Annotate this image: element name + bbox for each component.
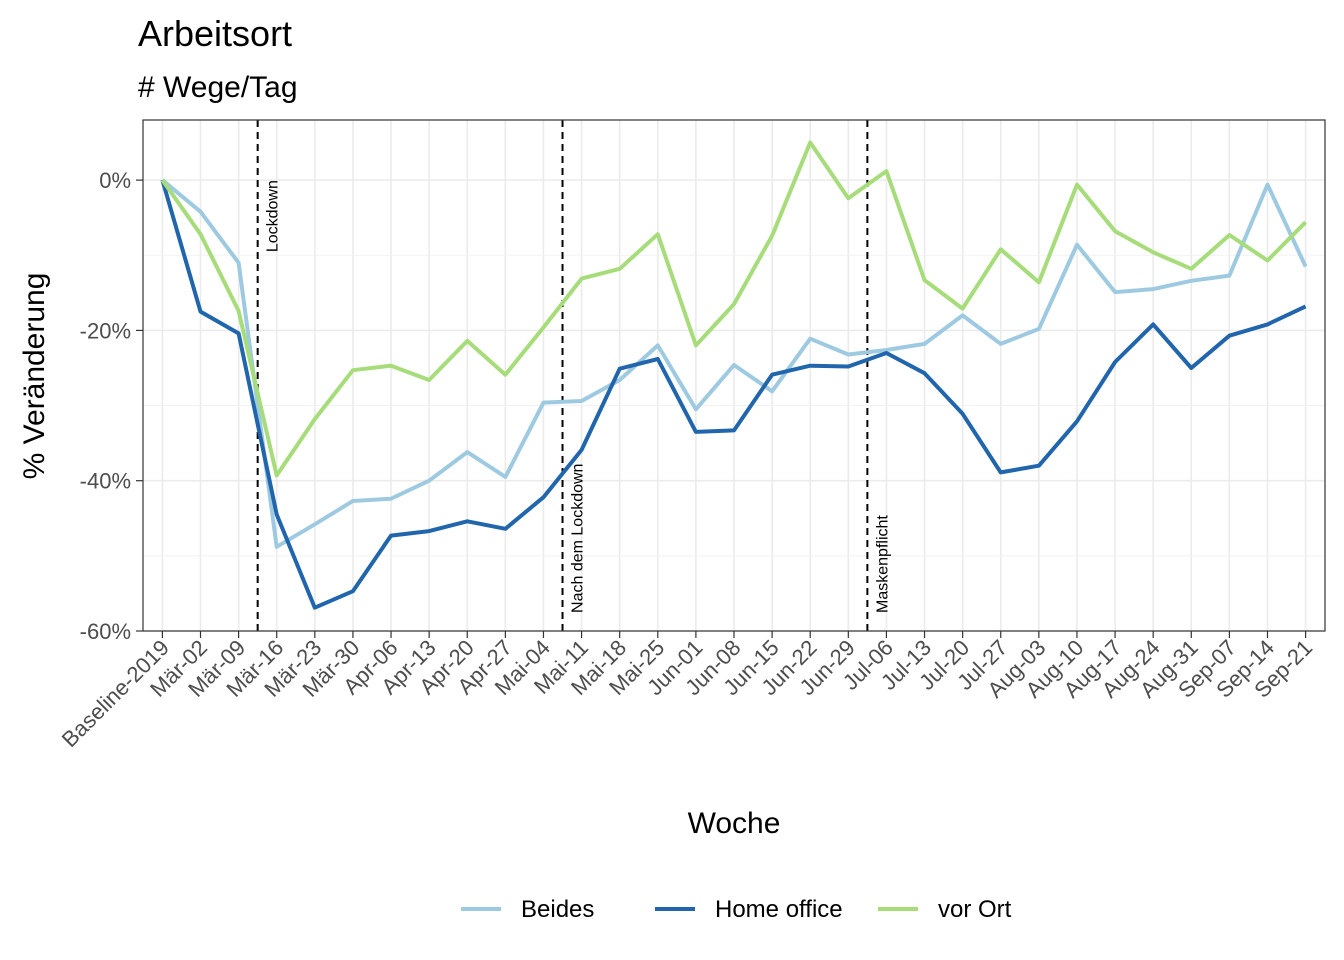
event-markers: Lockdown Nach dem Lockdown Maskenpflicht — [256, 120, 891, 631]
event-label: Lockdown — [265, 180, 282, 252]
series-line — [160, 140, 1308, 478]
y-tick-label: -20% — [80, 318, 131, 343]
series-line — [160, 179, 1307, 610]
series-lines — [160, 140, 1308, 610]
legend-label: Home office — [715, 896, 843, 923]
y-axis-title: % Veränderung — [18, 273, 51, 480]
chart-subtitle: # Wege/Tag — [138, 71, 298, 104]
series-line — [161, 178, 1308, 549]
legend: Beides Home office vor Ort — [461, 896, 1012, 923]
y-tick-label: 0% — [99, 168, 131, 193]
y-axis: 0% -20% -40% -60% — [80, 168, 143, 644]
y-tick-label: -60% — [80, 619, 131, 644]
gridlines — [143, 120, 1325, 632]
x-axis: Baseline-2019Mär-02Mär-09Mär-16Mär-23Mär… — [57, 631, 1317, 752]
legend-label: vor Ort — [938, 896, 1012, 923]
x-axis-title: Woche — [688, 807, 781, 840]
legend-label: Beides — [521, 896, 594, 923]
event-label: Nach dem Lockdown — [570, 464, 587, 613]
chart-title: Arbeitsort — [138, 13, 292, 54]
event-label: Maskenpflicht — [874, 515, 891, 613]
y-tick-label: -40% — [80, 469, 131, 494]
